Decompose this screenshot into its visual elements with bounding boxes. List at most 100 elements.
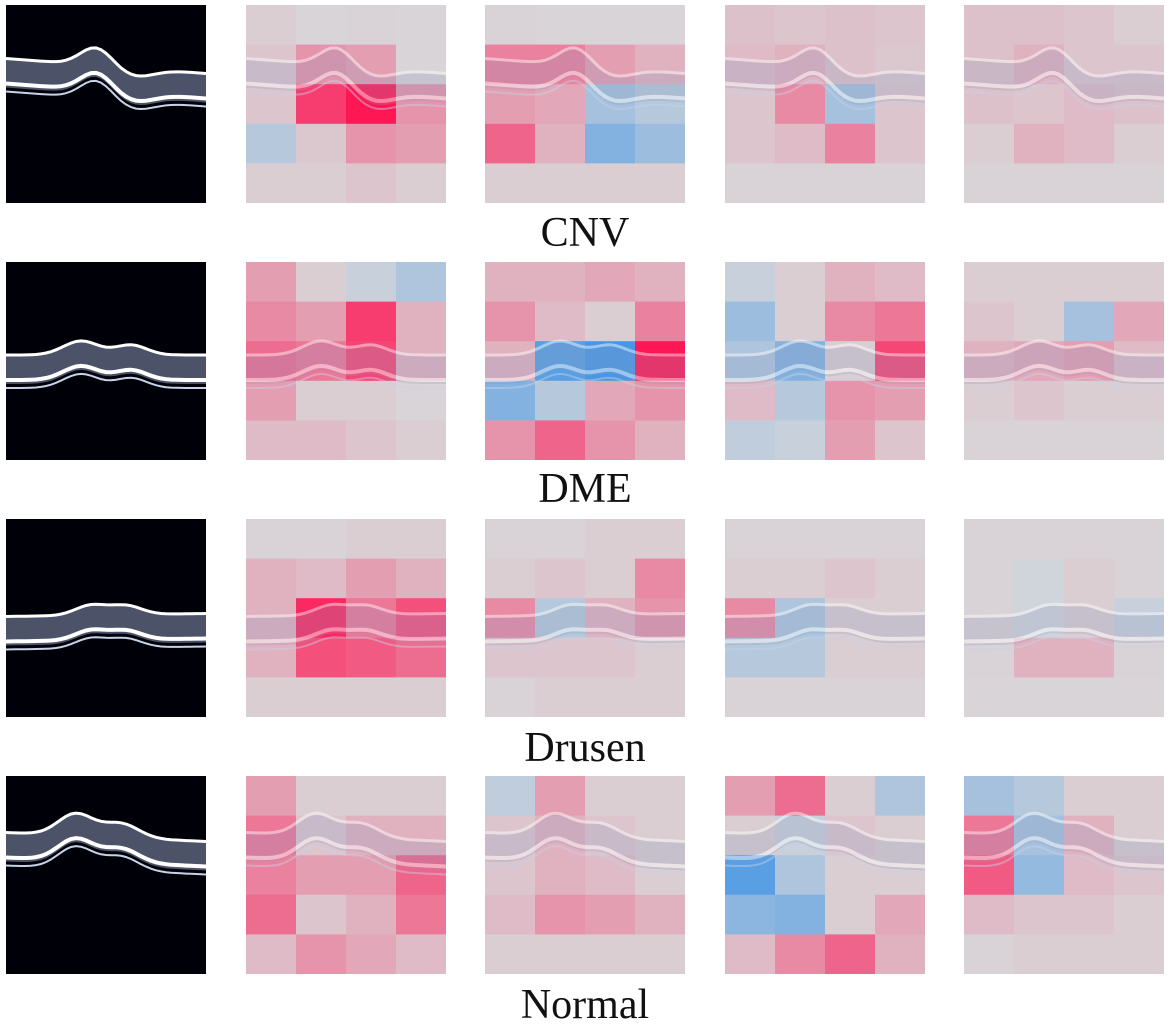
attribution-cell (346, 123, 397, 164)
attribution-cell (485, 776, 536, 817)
attribution-cell (875, 855, 925, 896)
row-label-dme: DME (538, 466, 632, 512)
attribution-cell (396, 815, 446, 856)
attribution-cell (535, 420, 586, 460)
attribution-cell (396, 380, 446, 421)
attribution-cell (775, 84, 826, 125)
attribution-cell (585, 815, 636, 856)
attribution-cell (825, 420, 876, 460)
attribution-cell (1014, 262, 1065, 303)
attribution-cell (725, 934, 776, 974)
attribution-cell (346, 519, 397, 560)
drusen-oct-scan (6, 519, 206, 717)
attribution-cell (585, 341, 636, 382)
attribution-cell (1114, 163, 1164, 203)
attribution-cell (396, 44, 446, 85)
attribution-cell (1114, 5, 1164, 46)
attribution-cell (775, 815, 826, 856)
attribution-cell (346, 776, 397, 817)
attribution-cell (1114, 380, 1164, 421)
attribution-cell (635, 637, 685, 678)
attribution-cell (635, 420, 685, 460)
attribution-cell (725, 163, 776, 203)
attribution-cell (1064, 598, 1115, 639)
attribution-cell (535, 677, 586, 717)
attribution-cell (875, 380, 925, 421)
attribution-cell (825, 598, 876, 639)
retina-layer-overlay (6, 46, 206, 111)
attribution-cell (964, 5, 1015, 46)
attribution-cell (1014, 5, 1065, 46)
attribution-cell (1064, 380, 1115, 421)
attribution-cell (825, 894, 876, 935)
attribution-cell (485, 420, 536, 460)
attribution-cell (296, 420, 347, 460)
attribution-cell (585, 163, 636, 203)
attribution-cell (775, 44, 826, 85)
attribution-cell (1114, 815, 1164, 856)
retina-layer-overlay (246, 811, 446, 876)
attribution-cell (875, 123, 925, 164)
attribution-cell (1114, 677, 1164, 717)
attribution-cell (346, 420, 397, 460)
attribution-cell (1114, 519, 1164, 560)
attribution-cell (1114, 84, 1164, 125)
attribution-cell (296, 44, 347, 85)
attribution-cell (1014, 84, 1065, 125)
dme-attribution-map-1 (246, 262, 446, 460)
attribution-cell (875, 341, 925, 382)
attribution-cell (964, 44, 1015, 85)
attribution-cell (585, 776, 636, 817)
attribution-cell (1014, 855, 1065, 896)
normal-attribution-map-1 (246, 776, 446, 974)
attribution-cell (346, 558, 397, 599)
attribution-cell (485, 637, 536, 678)
attribution-cell (346, 855, 397, 896)
drusen-attribution-map-2 (485, 519, 685, 717)
retina-layer-overlay (485, 339, 685, 389)
attribution-cell (1014, 380, 1065, 421)
attribution-cell (585, 558, 636, 599)
attribution-cell (1014, 815, 1065, 856)
attribution-cell (1064, 163, 1115, 203)
attribution-cell (485, 677, 536, 717)
attribution-cell (875, 519, 925, 560)
attribution-cell (635, 341, 685, 382)
attribution-cell (775, 558, 826, 599)
attribution-cell (585, 262, 636, 303)
attribution-cell (964, 677, 1015, 717)
attribution-cell (825, 855, 876, 896)
attribution-cell (1014, 776, 1065, 817)
attribution-cell (1014, 677, 1065, 717)
attribution-cell (725, 5, 776, 46)
attribution-cell (825, 44, 876, 85)
attribution-cell (1014, 894, 1065, 935)
attribution-cell (635, 598, 685, 639)
attribution-cell (825, 5, 876, 46)
attribution-cell (964, 815, 1015, 856)
attribution-cell (875, 815, 925, 856)
attribution-cell (485, 855, 536, 896)
attribution-cell (825, 380, 876, 421)
attribution-cell (296, 677, 347, 717)
attribution-cell (725, 262, 776, 303)
attribution-cell (535, 894, 586, 935)
attribution-cell (964, 934, 1015, 974)
attribution-cell (725, 420, 776, 460)
attribution-cell (775, 5, 826, 46)
attribution-cell (296, 558, 347, 599)
attribution-cell (964, 776, 1015, 817)
attribution-cell (1064, 894, 1115, 935)
cnv-attribution-map-4 (964, 5, 1164, 203)
attribution-cell (296, 380, 347, 421)
attribution-cell (485, 815, 536, 856)
attribution-cell (246, 341, 297, 382)
attribution-cell (635, 815, 685, 856)
retina-layer-overlay (485, 811, 685, 876)
attribution-cell (775, 301, 826, 342)
attribution-cell (485, 894, 536, 935)
attribution-cell (825, 677, 876, 717)
attribution-cell (725, 44, 776, 85)
attribution-cell (775, 677, 826, 717)
attribution-cell (964, 637, 1015, 678)
